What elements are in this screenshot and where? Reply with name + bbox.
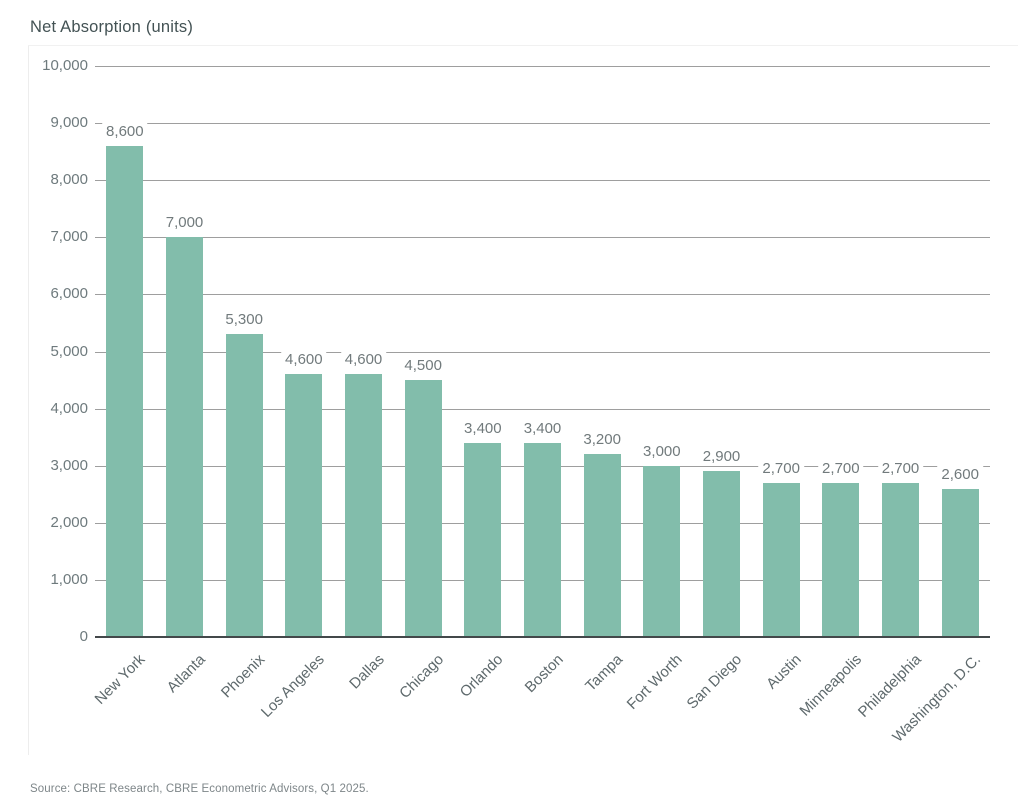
bar <box>762 482 800 637</box>
bar-value-label: 4,600 <box>281 351 327 370</box>
x-category-label: Orlando <box>457 651 507 701</box>
y-tick-label: 5,000 <box>50 342 88 360</box>
source-note: Source: CBRE Research, CBRE Econometric … <box>30 783 369 795</box>
bar-value-label: 3,400 <box>460 419 506 438</box>
y-tick-label: 7,000 <box>50 228 88 246</box>
y-tick-label: 6,000 <box>50 285 88 303</box>
bar-value-label: 2,700 <box>877 459 924 478</box>
bar-value-label: 7,000 <box>161 214 208 233</box>
bar-value-label: 2,900 <box>698 448 745 467</box>
gridline <box>95 294 990 296</box>
bar-value-label: 3,200 <box>579 431 625 450</box>
gridline <box>95 408 990 410</box>
y-tick-label: 8,000 <box>50 171 88 189</box>
bar-value-label: 3,400 <box>519 419 566 438</box>
chart-frame-top-border <box>28 45 1018 46</box>
chart-title: Net Absorption (units) <box>30 18 194 36</box>
bar <box>941 488 979 637</box>
x-category-label: Chicago <box>396 651 448 702</box>
bar <box>643 465 681 637</box>
y-tick-label: 0 <box>79 628 88 645</box>
chart-frame-left-border <box>28 46 29 755</box>
bar <box>404 380 442 637</box>
bar <box>524 442 561 637</box>
bar <box>703 471 740 637</box>
bar-value-label: 5,300 <box>221 311 267 330</box>
y-tick-label: 10,000 <box>42 57 88 74</box>
bar <box>345 374 382 637</box>
gridline <box>95 66 990 67</box>
x-category-label: Los Angeles <box>258 651 328 721</box>
x-category-label: Tampa <box>582 651 627 695</box>
x-axis-baseline <box>95 636 990 638</box>
bar <box>166 237 203 637</box>
y-tick-label: 1,000 <box>50 570 88 588</box>
gridline <box>95 180 990 182</box>
bar <box>583 454 621 637</box>
x-category-label: Fort Worth <box>623 651 686 713</box>
x-category-label: Phoenix <box>217 651 269 702</box>
x-category-label: Boston <box>521 651 567 697</box>
gridline <box>95 123 990 125</box>
bar-value-label: 3,000 <box>639 442 685 461</box>
x-category-label: New York <box>92 651 149 708</box>
bar-value-label: 8,600 <box>102 122 148 141</box>
x-category-label: Austin <box>763 651 806 693</box>
x-category-label: Atlanta <box>163 651 209 697</box>
gridline <box>95 351 990 353</box>
bar <box>106 145 144 637</box>
bar <box>822 482 860 637</box>
bar <box>882 482 919 637</box>
bar-value-label: 2,700 <box>818 459 864 478</box>
y-tick-label: 2,000 <box>50 513 88 531</box>
y-tick-label: 4,000 <box>50 399 88 417</box>
bar-value-label: 2,700 <box>758 459 804 478</box>
bar-value-label: 2,600 <box>937 465 983 484</box>
bar <box>225 334 263 637</box>
bar-value-label: 4,500 <box>400 357 446 376</box>
bar <box>285 374 323 637</box>
y-tick-label: 9,000 <box>50 114 88 132</box>
y-tick-label: 3,000 <box>50 456 88 474</box>
bar <box>464 442 502 637</box>
x-category-label: San Diego <box>683 651 746 713</box>
bar-value-label: 4,600 <box>340 351 387 370</box>
x-category-label: Dallas <box>346 651 388 693</box>
gridline <box>95 237 990 239</box>
